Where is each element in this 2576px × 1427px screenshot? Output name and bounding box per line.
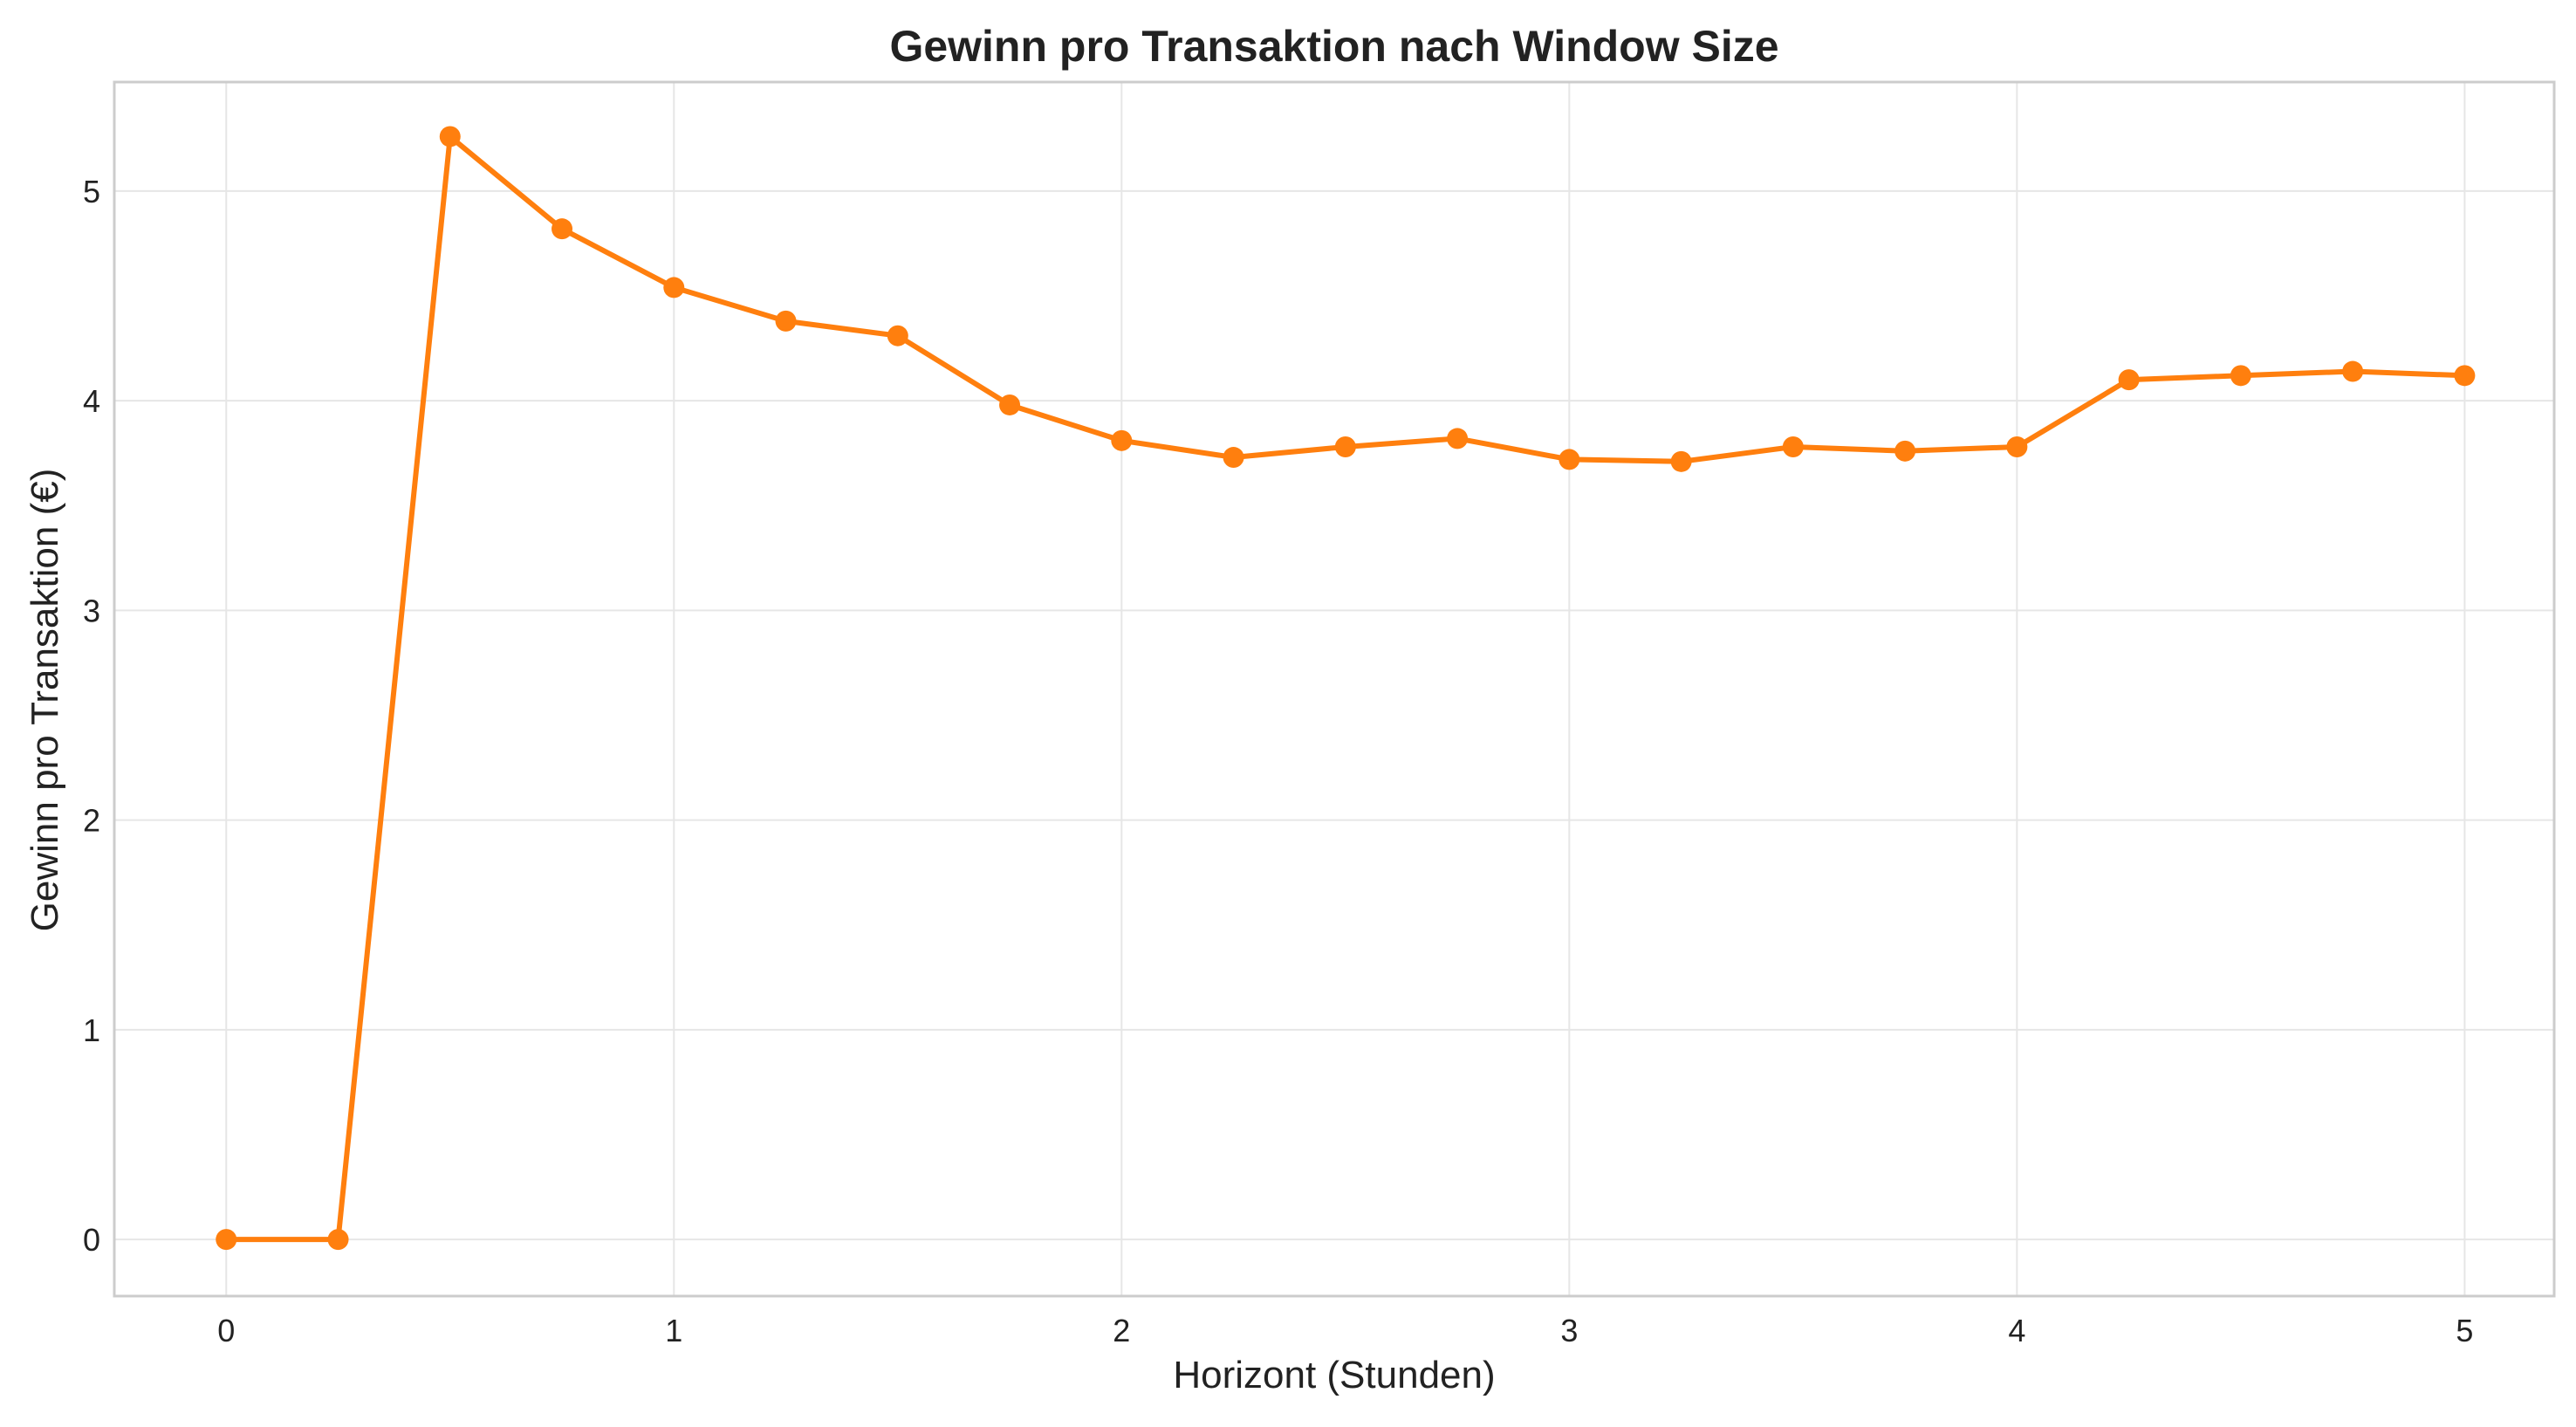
data-point: [2006, 436, 2028, 458]
y-tick-label: 5: [83, 174, 100, 209]
y-axis-ticks: 0 1 2 3 4 5: [83, 174, 100, 1258]
series-line: [223, 134, 2468, 1243]
series-layer: [216, 126, 2476, 1251]
x-tick-label: 1: [665, 1313, 682, 1348]
data-point: [663, 277, 685, 298]
data-point: [887, 325, 908, 346]
y-tick-label: 2: [83, 803, 100, 839]
plot-frame: [113, 80, 2556, 1298]
y-tick-label: 3: [83, 593, 100, 628]
data-point: [2454, 365, 2476, 387]
data-point: [2230, 365, 2251, 387]
data-point: [1111, 429, 1133, 451]
data-point: [1223, 447, 1244, 469]
data-point: [1782, 436, 1804, 458]
data-point: [1894, 440, 1916, 462]
y-axis-label: Gewinn pro Transaktion (€): [24, 469, 66, 932]
x-axis-label: Horizont (Stunden): [1173, 1354, 1495, 1396]
x-tick-label: 5: [2456, 1313, 2473, 1348]
data-point: [2342, 360, 2364, 382]
x-tick-label: 2: [1113, 1313, 1130, 1348]
data-point: [439, 126, 461, 148]
data-point: [1447, 428, 1469, 449]
grid: [114, 82, 2554, 1296]
y-tick-label: 1: [83, 1012, 100, 1048]
data-point: [1334, 436, 1356, 458]
data-point: [216, 1229, 237, 1251]
data-point: [1559, 449, 1580, 470]
data-point: [2118, 369, 2140, 391]
x-tick-label: 3: [1560, 1313, 1578, 1348]
chart-title: Gewinn pro Transaktion nach Window Size: [889, 22, 1778, 71]
data-point: [327, 1229, 349, 1251]
data-point: [552, 218, 573, 240]
x-axis-ticks: 0 1 2 3 4 5: [217, 1313, 2473, 1348]
data-point: [775, 310, 797, 332]
y-tick-label: 0: [83, 1222, 100, 1258]
data-point: [999, 394, 1021, 415]
data-point: [1670, 450, 1692, 472]
x-tick-label: 4: [2008, 1313, 2025, 1348]
x-tick-label: 0: [217, 1313, 235, 1348]
y-tick-label: 4: [83, 383, 100, 419]
